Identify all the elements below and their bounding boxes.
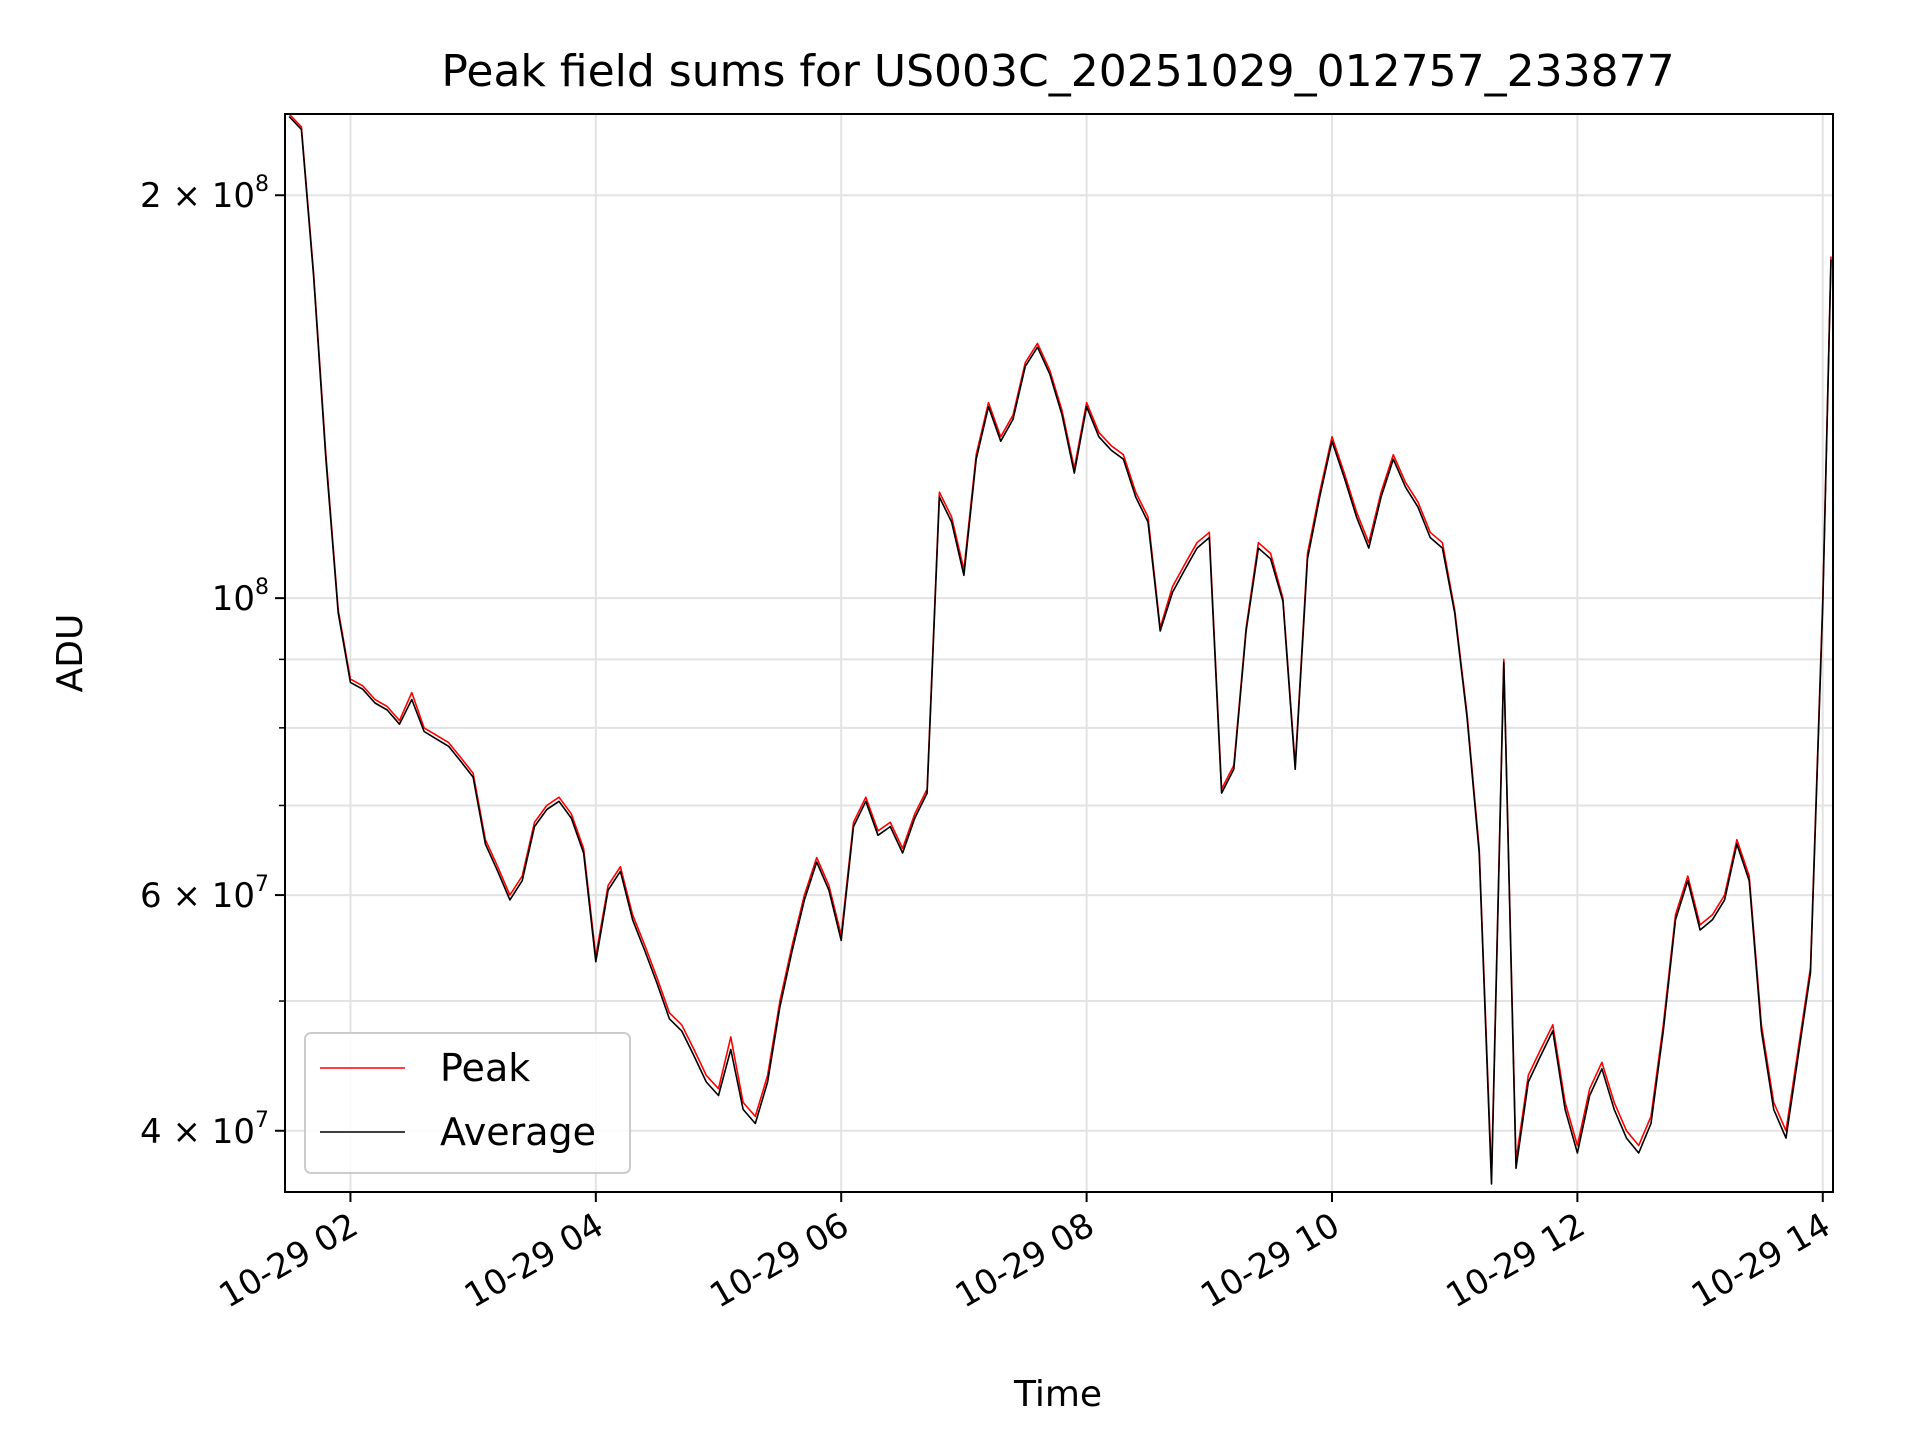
series-layer [288,113,1832,1185]
x-axis-label: Time [1013,1374,1102,1415]
legend-peak-label: Peak [440,1046,530,1090]
grid-layer [285,114,1833,1192]
average-series-line [288,115,1832,1185]
y-tick-label: 2 × 108 [140,172,269,216]
y-axis-label: ADU [50,614,91,693]
plot-frame [284,113,1834,1193]
peak-series-line [288,113,1832,1177]
chart-title: Peak field sums for US003C_20251029_0127… [441,46,1674,97]
y-tick-label: 108 [212,575,269,619]
legend-average-label: Average [440,1110,596,1154]
y-tick-label: 6 × 107 [140,872,269,916]
y-tick-label: 4 × 107 [140,1108,269,1152]
legend: Peak Average [304,1032,631,1174]
